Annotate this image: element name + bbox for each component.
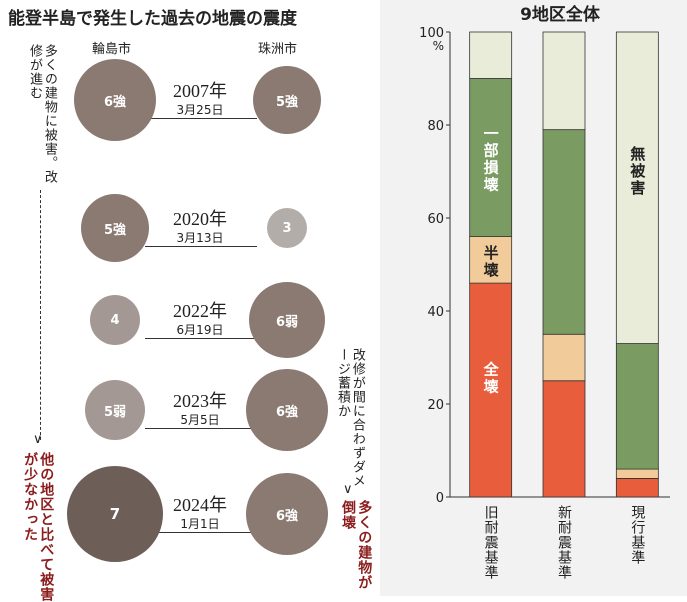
- intensity-circle-suzu: 5強: [253, 66, 321, 134]
- event-year: 2020年: [173, 209, 227, 229]
- bar-segment-2-1: [542, 129, 586, 335]
- event-year: 2024年: [173, 495, 227, 515]
- bar-segment-1-1: [542, 333, 586, 382]
- intensity-circle-wajima: 4: [90, 295, 140, 345]
- event-connector-line: [145, 246, 257, 247]
- y-tick-label: 100: [419, 26, 444, 41]
- bar-segment-3-1: [542, 31, 586, 131]
- stacked-bar-chart: 9地区全体 0 20 40 60 80 100% 旧耐震基準 新耐震基準 現行基準 一部損壊半壊全壊…: [419, 4, 670, 580]
- y-tick-label: 40: [427, 305, 444, 320]
- event-connector-line: [145, 532, 257, 533]
- left-panel: 能登半島で発生した過去の地震の震度 多くの建物に被害。改修が進む ∨ 他の地区と…: [8, 9, 373, 602]
- arrow-left-head: ∨: [33, 432, 43, 447]
- right-panel: 9地区全体 0 20 40 60 80 100% 旧耐震基準 新耐震基準 現行基準 一部損壊半壊全壊…: [380, 0, 687, 596]
- intensity-circle-wajima: 5強: [81, 194, 149, 262]
- note-mid: 改修が間に合わずダメージ蓄積か: [334, 348, 365, 488]
- event-connector-line: [145, 118, 257, 119]
- intensity-circle-wajima: 5弱: [85, 380, 145, 440]
- intensity-circle-suzu: 3: [267, 208, 307, 248]
- note-bottom-left: 他の地区と比べて被害が少なかった: [22, 452, 55, 602]
- event-date: 6月19日: [176, 323, 224, 337]
- chart-title: 9地区全体: [520, 4, 601, 25]
- event-year: 2022年: [173, 301, 227, 321]
- bar-segment-0-1: [542, 380, 586, 498]
- category-label: 現行基準: [629, 505, 645, 565]
- event-date: 5月5日: [180, 413, 220, 427]
- category-label: 旧耐震基準: [483, 505, 499, 580]
- series-label-none: 無被害: [628, 145, 646, 197]
- intensity-circle-suzu: 6弱: [249, 282, 325, 358]
- bar-segment-1-0: [469, 236, 513, 284]
- bar-segment-3-2: [615, 31, 659, 344]
- arrow-right-head: ∨: [343, 482, 353, 497]
- bar-segment-2-0: [469, 78, 513, 238]
- note-top: 多くの建物に被害。改修が進む: [26, 44, 57, 184]
- bar-segment-3-0: [469, 31, 513, 79]
- event-year: 2007年: [173, 81, 227, 101]
- bar-segment-0-2: [615, 477, 659, 498]
- event-connector-line: [145, 428, 257, 429]
- series-label-total: 全壊: [482, 360, 500, 395]
- event-date: 3月13日: [176, 231, 224, 245]
- intensity-circle-suzu: 6強: [246, 369, 328, 451]
- series-label-half: 半壊: [482, 244, 500, 279]
- y-tick-label: 80: [427, 119, 444, 134]
- bar-segment-1-2: [615, 468, 659, 479]
- intensity-circle-wajima: 6強: [74, 59, 156, 141]
- city-label-wajima: 輪島市: [92, 42, 132, 57]
- y-tick-label: 0: [436, 491, 444, 506]
- event-year: 2023年: [173, 391, 227, 411]
- event-date: 3月25日: [176, 103, 224, 117]
- intensity-circle-suzu: 6強: [246, 473, 328, 555]
- note-bottom-right: 多くの建物が倒壊: [340, 500, 373, 590]
- arrow-left: [40, 190, 41, 440]
- y-tick-label: 60: [427, 212, 444, 227]
- y-unit-label: %: [433, 39, 444, 53]
- city-label-suzu: 珠洲市: [258, 42, 298, 57]
- left-title: 能登半島で発生した過去の地震の震度: [8, 9, 297, 29]
- intensity-circle-wajima: 7: [67, 466, 163, 562]
- event-connector-line: [145, 338, 257, 339]
- category-label: 新耐震基準: [556, 505, 572, 580]
- event-date: 1月1日: [180, 517, 220, 531]
- y-tick-label: 20: [427, 398, 444, 413]
- series-label-partial: 一部損壊: [482, 126, 500, 194]
- bar-segment-2-2: [615, 343, 659, 470]
